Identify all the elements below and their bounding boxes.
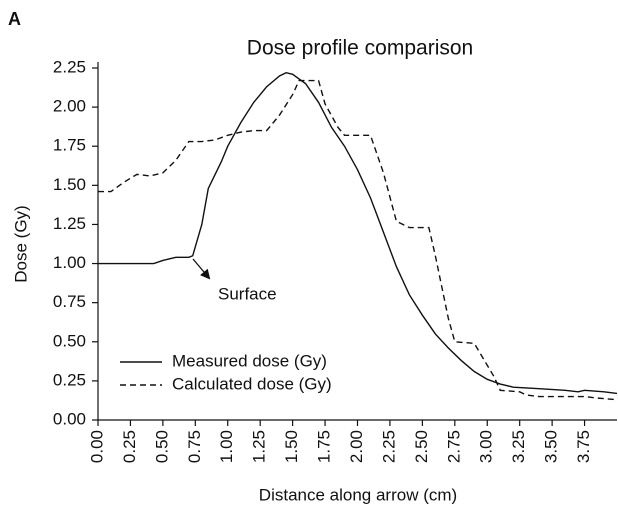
y-tick-label: 0.25: [53, 370, 86, 389]
series-line: [98, 79, 618, 401]
annotation-arrow: [192, 258, 211, 280]
x-tick-label: 2.75: [444, 430, 463, 463]
x-axis-label: Distance along arrow (cm): [259, 485, 457, 504]
x-tick-label: 2.50: [412, 430, 431, 463]
x-tick-label: 1.25: [250, 430, 269, 463]
y-tick-label: 1.00: [53, 253, 86, 272]
y-tick-label: 1.25: [53, 214, 86, 233]
x-tick-label: 3.75: [574, 430, 593, 463]
legend-label: Measured dose (Gy): [172, 351, 327, 370]
x-tick-label: 3.00: [477, 430, 496, 463]
y-tick-label: 1.50: [53, 175, 86, 194]
annotation: Surface: [218, 284, 277, 303]
x-tick-label: 3.50: [542, 430, 561, 463]
legend-label: Calculated dose (Gy): [172, 374, 332, 393]
y-tick-label: 1.75: [53, 136, 86, 155]
x-tick-label: 3.25: [509, 430, 528, 463]
x-tick-label: 1.50: [282, 430, 301, 463]
y-tick-label: 0.00: [53, 409, 86, 428]
y-tick-label: 2.25: [53, 57, 86, 76]
chart-title: Dose profile comparison: [247, 37, 473, 60]
x-tick-label: 1.00: [217, 430, 236, 463]
x-tick-label: 0.75: [185, 430, 204, 463]
x-tick-label: 0.00: [87, 430, 106, 463]
x-tick-label: 2.00: [347, 430, 366, 463]
series-line: [98, 71, 618, 395]
panel-label: A: [8, 9, 21, 29]
y-tick-label: 0.75: [53, 292, 86, 311]
x-tick-label: 0.50: [152, 430, 171, 463]
x-tick-label: 1.75: [315, 430, 334, 463]
x-tick-label: 0.25: [120, 430, 139, 463]
x-tick-label: 2.25: [379, 430, 398, 463]
y-tick-label: 2.00: [53, 97, 86, 116]
y-tick-label: 0.50: [53, 331, 86, 350]
y-axis-label: Dose (Gy): [11, 205, 30, 282]
